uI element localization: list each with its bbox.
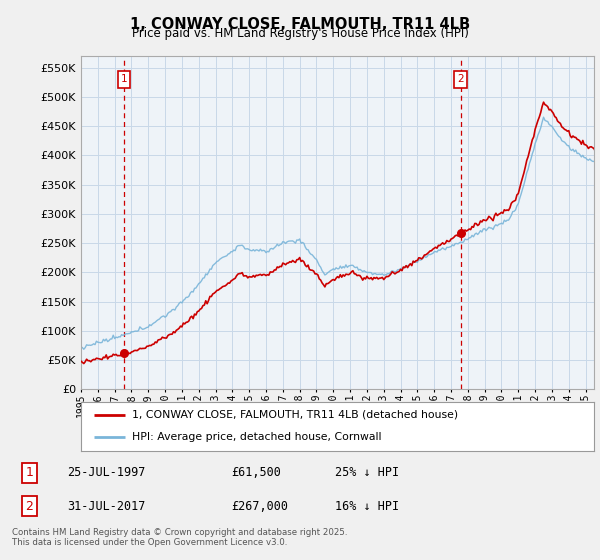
Text: £61,500: £61,500 [231, 466, 281, 479]
Text: £267,000: £267,000 [231, 500, 288, 513]
Text: 1: 1 [25, 466, 33, 479]
Text: 25-JUL-1997: 25-JUL-1997 [67, 466, 145, 479]
Text: 1: 1 [121, 74, 127, 85]
Text: 1, CONWAY CLOSE, FALMOUTH, TR11 4LB: 1, CONWAY CLOSE, FALMOUTH, TR11 4LB [130, 17, 470, 32]
Text: 2: 2 [25, 500, 33, 513]
Text: 1, CONWAY CLOSE, FALMOUTH, TR11 4LB (detached house): 1, CONWAY CLOSE, FALMOUTH, TR11 4LB (det… [133, 410, 458, 420]
Text: 31-JUL-2017: 31-JUL-2017 [67, 500, 145, 513]
Text: 25% ↓ HPI: 25% ↓ HPI [335, 466, 398, 479]
Text: HPI: Average price, detached house, Cornwall: HPI: Average price, detached house, Corn… [133, 432, 382, 442]
Text: 2: 2 [457, 74, 464, 85]
Text: 16% ↓ HPI: 16% ↓ HPI [335, 500, 398, 513]
Text: Contains HM Land Registry data © Crown copyright and database right 2025.
This d: Contains HM Land Registry data © Crown c… [12, 528, 347, 547]
Text: Price paid vs. HM Land Registry's House Price Index (HPI): Price paid vs. HM Land Registry's House … [131, 27, 469, 40]
